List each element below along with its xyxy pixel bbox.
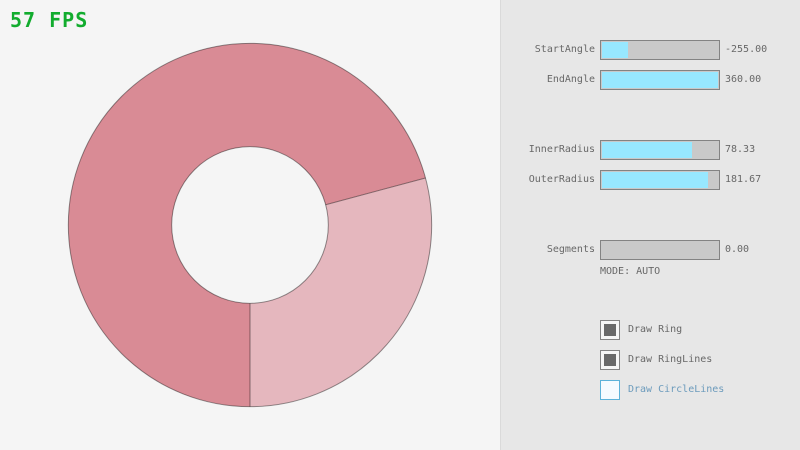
outerradius-sliderbar[interactable] (600, 170, 720, 190)
startangle-label: StartAngle (534, 44, 595, 55)
ring-chart (67, 42, 433, 408)
slider-row-outerradius: OuterRadius 181.67 (501, 170, 800, 190)
check-mark (604, 324, 616, 336)
slider-row-segments: Segments 0.00 (501, 240, 800, 260)
draw-canvas: 57 FPS (10, 8, 433, 408)
draw-ring-checkbox[interactable] (600, 320, 620, 340)
segments-mode-text: MODE: AUTO (600, 266, 661, 277)
outerradius-label: OuterRadius (528, 174, 595, 185)
startangle-value: -255.00 (725, 44, 768, 55)
segments-value: 0.00 (725, 244, 750, 255)
slider-row-innerradius: InnerRadius 78.33 (501, 140, 800, 160)
innerradius-sliderbar[interactable] (600, 140, 720, 160)
controls-panel: StartAngle -255.00 EndAngle 360.00 Inner… (500, 0, 800, 450)
draw-ringlines-label: Draw RingLines (628, 354, 713, 365)
draw-ringlines-checkbox[interactable] (600, 350, 620, 370)
startangle-slider-fill (602, 42, 628, 58)
outerradius-value: 181.67 (725, 174, 762, 185)
checkbox-row-draw-ringlines: Draw RingLines (501, 350, 800, 370)
checkbox-row-draw-circlelines: Draw CircleLines (501, 380, 800, 400)
check-mark (604, 354, 616, 366)
slider-row-startangle: StartAngle -255.00 (501, 40, 800, 60)
segments-label: Segments (546, 244, 595, 255)
double-pass-ring (68, 43, 426, 407)
ring-outline (67, 42, 433, 408)
innerradius-slider-fill (602, 142, 692, 158)
innerradius-value: 78.33 (725, 144, 756, 155)
innerradius-label: InnerRadius (528, 144, 595, 155)
endangle-value: 360.00 (725, 74, 762, 85)
outerradius-slider-fill (602, 172, 708, 188)
draw-ring-label: Draw Ring (628, 324, 683, 335)
ring-outline (171, 146, 329, 304)
fps-counter: 57 FPS (10, 8, 89, 32)
draw-circlelines-checkbox[interactable] (600, 380, 620, 400)
slider-row-endangle: EndAngle 360.00 (501, 70, 800, 90)
endangle-label: EndAngle (546, 74, 595, 85)
endangle-slider-fill (602, 72, 718, 88)
single-pass-ring (250, 177, 432, 407)
endangle-sliderbar[interactable] (600, 70, 720, 90)
checkbox-row-draw-ring: Draw Ring (501, 320, 800, 340)
draw-circlelines-label: Draw CircleLines (628, 384, 725, 395)
startangle-sliderbar[interactable] (600, 40, 720, 60)
segments-sliderbar[interactable] (600, 240, 720, 260)
ring-boundary-line (325, 177, 426, 206)
